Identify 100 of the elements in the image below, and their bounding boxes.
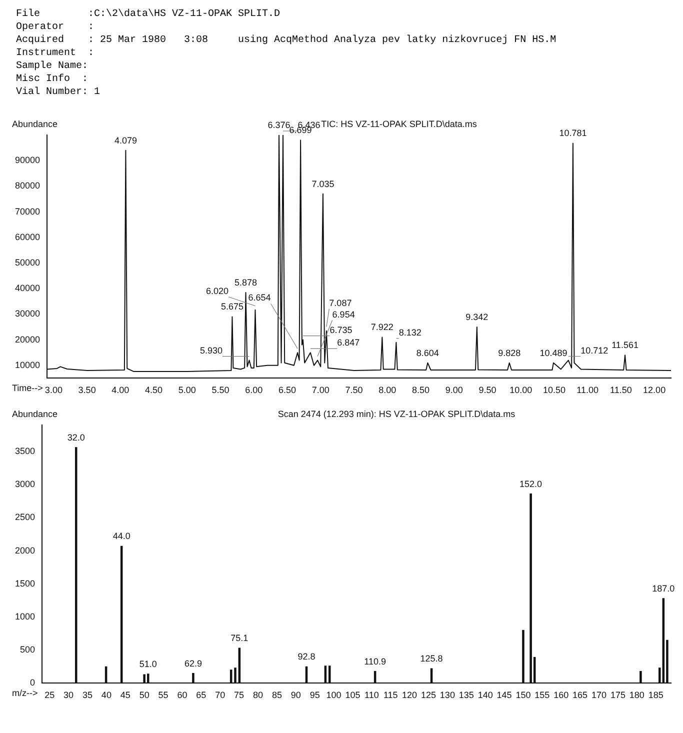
annotation: 7.087 [329, 298, 352, 308]
x-tick-label: 60 [177, 690, 188, 700]
chart-title: TIC: HS VZ-11-OPAK SPLIT.D\data.ms [321, 118, 478, 129]
y-tick-label: 50000 [14, 257, 40, 268]
x-tick-label: 95 [310, 690, 320, 700]
x-tick-label: 145 [496, 690, 512, 700]
annotation: 8.132 [398, 327, 422, 338]
x-tick-label: 7.00 [312, 385, 330, 396]
annotation: 110.9 [364, 656, 386, 666]
x-tick-label: 5.00 [178, 385, 196, 396]
annotation: 75.1 [230, 633, 248, 644]
chart-title: Scan 2474 (12.293 min): HS VZ-11-OPAK SPLIT.D\data.ms [278, 408, 516, 419]
annotation: 10.781 [559, 128, 587, 138]
x-tick-label: 115 [383, 690, 398, 700]
x-tick-label: 85 [272, 690, 282, 700]
x-axis-title: Time--> [12, 383, 43, 394]
x-tick-label: 90 [290, 690, 301, 700]
y-tick-label: 90000 [14, 155, 40, 166]
text: Instrument : [16, 48, 94, 59]
y-tick-label: 3000 [14, 479, 36, 490]
x-tick-label: 185 [648, 690, 664, 700]
annotation: 5.675 [220, 302, 244, 312]
x-tick-label: 9.00 [445, 385, 463, 396]
text: Acquired : 25 Mar 1980 3:08 using AcqMethod Analyza pev latky nizkovrucej FN HS.M [16, 35, 556, 46]
y-tick-label: 20000 [14, 334, 40, 344]
y-tick-label: 1000 [14, 611, 36, 622]
annotation: 51.0 [139, 658, 157, 669]
x-tick-label: 160 [554, 690, 569, 700]
y-tick-label: 80000 [14, 180, 40, 191]
x-tick-label: 80 [252, 690, 264, 700]
x-tick-label: 70 [215, 690, 226, 700]
x-tick-label: 8.00 [378, 385, 396, 396]
x-tick-label: 165 [572, 690, 588, 700]
annotation: 6.735 [330, 324, 352, 335]
annotation: 32.0 [67, 432, 85, 442]
text: Misc Info : [16, 74, 88, 85]
x-tick-label: 6.00 [245, 385, 263, 396]
x-tick-label: 170 [591, 690, 607, 700]
x-tick-label: 25 [44, 690, 55, 700]
x-tick-label: 50 [139, 690, 150, 700]
y-tick-label: 500 [20, 644, 36, 655]
text: Operator : [16, 22, 94, 33]
x-tick-label: 6.50 [278, 385, 296, 396]
x-axis-title: m/z--> [12, 688, 38, 698]
y-tick-label: 1500 [14, 578, 36, 588]
x-tick-label: 12.00 [643, 385, 666, 396]
annotation: 11.561 [612, 340, 638, 350]
y-axis-title: Abundance [12, 408, 58, 419]
annotation: 5.878 [234, 277, 258, 288]
x-tick-label: 35 [82, 690, 92, 700]
x-tick-label: 11.00 [576, 385, 599, 396]
annotation: 7.922 [370, 322, 394, 332]
y-tick-label: 60000 [14, 232, 40, 242]
x-tick-label: 155 [534, 690, 550, 700]
annotation: 152.0 [520, 478, 542, 489]
annotation: 187.0 [652, 583, 675, 594]
x-tick-label: 45 [120, 690, 130, 700]
y-tick-label: 10000 [14, 360, 40, 370]
x-tick-label: 150 [516, 690, 531, 700]
text: Sample Name: [16, 61, 88, 72]
annotation: 10.489 [540, 348, 568, 358]
y-tick-label: 30000 [14, 308, 40, 319]
y-tick-label: 2000 [14, 545, 36, 556]
y-tick-label: 3500 [14, 446, 36, 456]
annotation: 62.9 [184, 658, 202, 668]
y-tick-label: 0 [30, 678, 36, 688]
x-tick-label: 120 [402, 690, 418, 700]
y-tick-label: 70000 [14, 206, 40, 216]
x-tick-label: 9.50 [478, 385, 496, 396]
x-tick-label: 55 [158, 690, 168, 700]
x-tick-label: 30 [64, 690, 74, 700]
x-tick-label: 10.00 [510, 385, 532, 396]
annotation: 44.0 [112, 531, 130, 542]
x-tick-label: 75 [234, 690, 244, 700]
x-tick-label: 8.50 [412, 385, 430, 396]
annotation: 9.342 [466, 312, 488, 322]
x-tick-label: 125 [420, 690, 436, 700]
x-tick-label: 7.50 [345, 385, 363, 396]
annotation: 5.930 [200, 345, 222, 356]
annotation: 6.376 [268, 120, 290, 130]
annotation: 7.035 [312, 178, 334, 189]
x-tick-label: 3.00 [44, 385, 62, 396]
annotation: 6.847 [337, 338, 360, 348]
annotation: 6.654 [248, 292, 271, 303]
x-tick-label: 65 [196, 690, 206, 700]
x-tick-label: 140 [478, 690, 493, 700]
x-tick-label: 100 [326, 690, 342, 700]
annotation: 9.828 [498, 348, 521, 358]
x-tick-label: 3.50 [78, 385, 96, 396]
annotation: 125.8 [420, 654, 443, 664]
x-tick-label: 11.50 [610, 385, 632, 396]
x-tick-label: 130 [440, 690, 455, 700]
y-axis-title: Abundance [12, 118, 58, 129]
x-tick-label: 110 [364, 690, 379, 700]
x-tick-label: 180 [629, 690, 644, 700]
annotation: 8.604 [416, 348, 439, 358]
x-tick-label: 4.00 [112, 385, 130, 396]
annotation: 10.712 [580, 345, 608, 356]
x-tick-label: 105 [345, 690, 360, 700]
x-tick-label: 40 [101, 690, 112, 700]
